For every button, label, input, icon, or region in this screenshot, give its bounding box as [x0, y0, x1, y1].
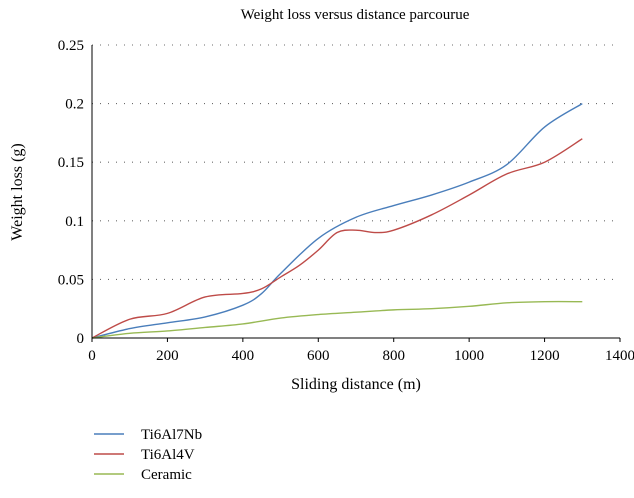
legend-label: Ceramic	[141, 467, 192, 483]
x-tick-label: 0	[88, 348, 96, 364]
series-line-ti6al4v	[91, 138, 583, 339]
x-tick-label: 400	[232, 348, 255, 364]
y-tick-label: 0.1	[65, 214, 84, 230]
x-tick-label: 1200	[530, 348, 560, 364]
y-tick-label: 0.25	[58, 38, 84, 54]
y-tick-label: 0	[77, 331, 85, 347]
x-tick-label: 200	[156, 348, 179, 364]
x-tick-label: 1000	[454, 348, 484, 364]
x-tick-label: 600	[307, 348, 330, 364]
y-ticks: 0 0.05 0.1 0.15 0.2 0.25	[58, 38, 84, 347]
y-tick-label: 0.2	[65, 97, 84, 113]
legend: Ti6Al7Nb Ti6Al4V Ceramic	[94, 427, 202, 483]
series-line-ti6al7nb	[91, 103, 583, 339]
x-tick-label: 800	[382, 348, 405, 364]
y-tick-label: 0.15	[58, 155, 84, 171]
legend-item-ceramic: Ceramic	[94, 467, 192, 483]
series-layer	[91, 103, 583, 339]
y-axis-label: Weight loss (g)	[9, 143, 26, 240]
y-tick-label: 0.05	[58, 272, 84, 288]
legend-label: Ti6Al4V	[141, 447, 195, 463]
gridlines	[92, 44, 620, 280]
x-tick-label: 1400	[605, 348, 634, 364]
x-axis-label: Sliding distance (m)	[291, 376, 421, 393]
x-ticks: 0 200 400 600 800 1000 1200 1400	[88, 338, 634, 364]
legend-label: Ti6Al7Nb	[141, 427, 202, 443]
legend-item-ti6al4v: Ti6Al4V	[94, 447, 195, 463]
series-line-ceramic	[91, 300, 583, 339]
legend-item-ti6al7nb: Ti6Al7Nb	[94, 427, 202, 443]
chart-title: Weight loss versus distance parcourue	[241, 7, 470, 23]
